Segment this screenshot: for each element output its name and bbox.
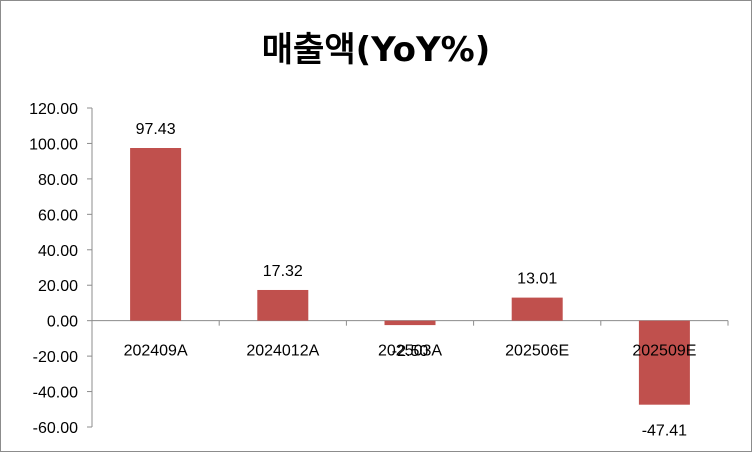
y-tick-label: -40.00: [33, 385, 78, 402]
labels: 202409A 97.43 2024012A 17.32 202503A-2.50 202…: [124, 121, 697, 440]
bar: [638, 320, 690, 405]
category-label: 202509E: [632, 343, 696, 360]
y-tick-label: -20.00: [33, 349, 78, 366]
y-tick-label: 80.00: [38, 172, 78, 189]
chart-title: 매출액(YoY%): [261, 30, 491, 70]
axes: 120.00 100.00 80.00 60.00 40.00 20.00 0.00 -20.…: [29, 101, 729, 437]
y-tick-label: 60.00: [38, 207, 78, 224]
bars: [130, 147, 690, 405]
y-tick-label: 0.00: [47, 314, 78, 331]
category-label: 202503A: [378, 343, 442, 360]
data-label: 17.32: [263, 263, 303, 280]
category-label: 202409A: [124, 343, 188, 360]
y-tick-label: 120.00: [29, 101, 78, 118]
y-tick-label: 100.00: [29, 136, 78, 153]
category-label: 202506E: [505, 343, 569, 360]
bar: [384, 320, 436, 326]
bar: [257, 289, 309, 321]
bar: [130, 147, 182, 321]
data-label: -2.50: [392, 343, 429, 360]
y-tick-label: -60.00: [33, 420, 78, 437]
y-tick-label: 40.00: [38, 243, 78, 260]
y-tick-label: 20.00: [38, 278, 78, 295]
data-label: 97.43: [136, 121, 176, 138]
bar: [511, 297, 563, 321]
category-label: 2024012A: [246, 343, 319, 360]
data-label: 13.01: [517, 271, 557, 288]
data-label: -47.41: [642, 423, 687, 440]
